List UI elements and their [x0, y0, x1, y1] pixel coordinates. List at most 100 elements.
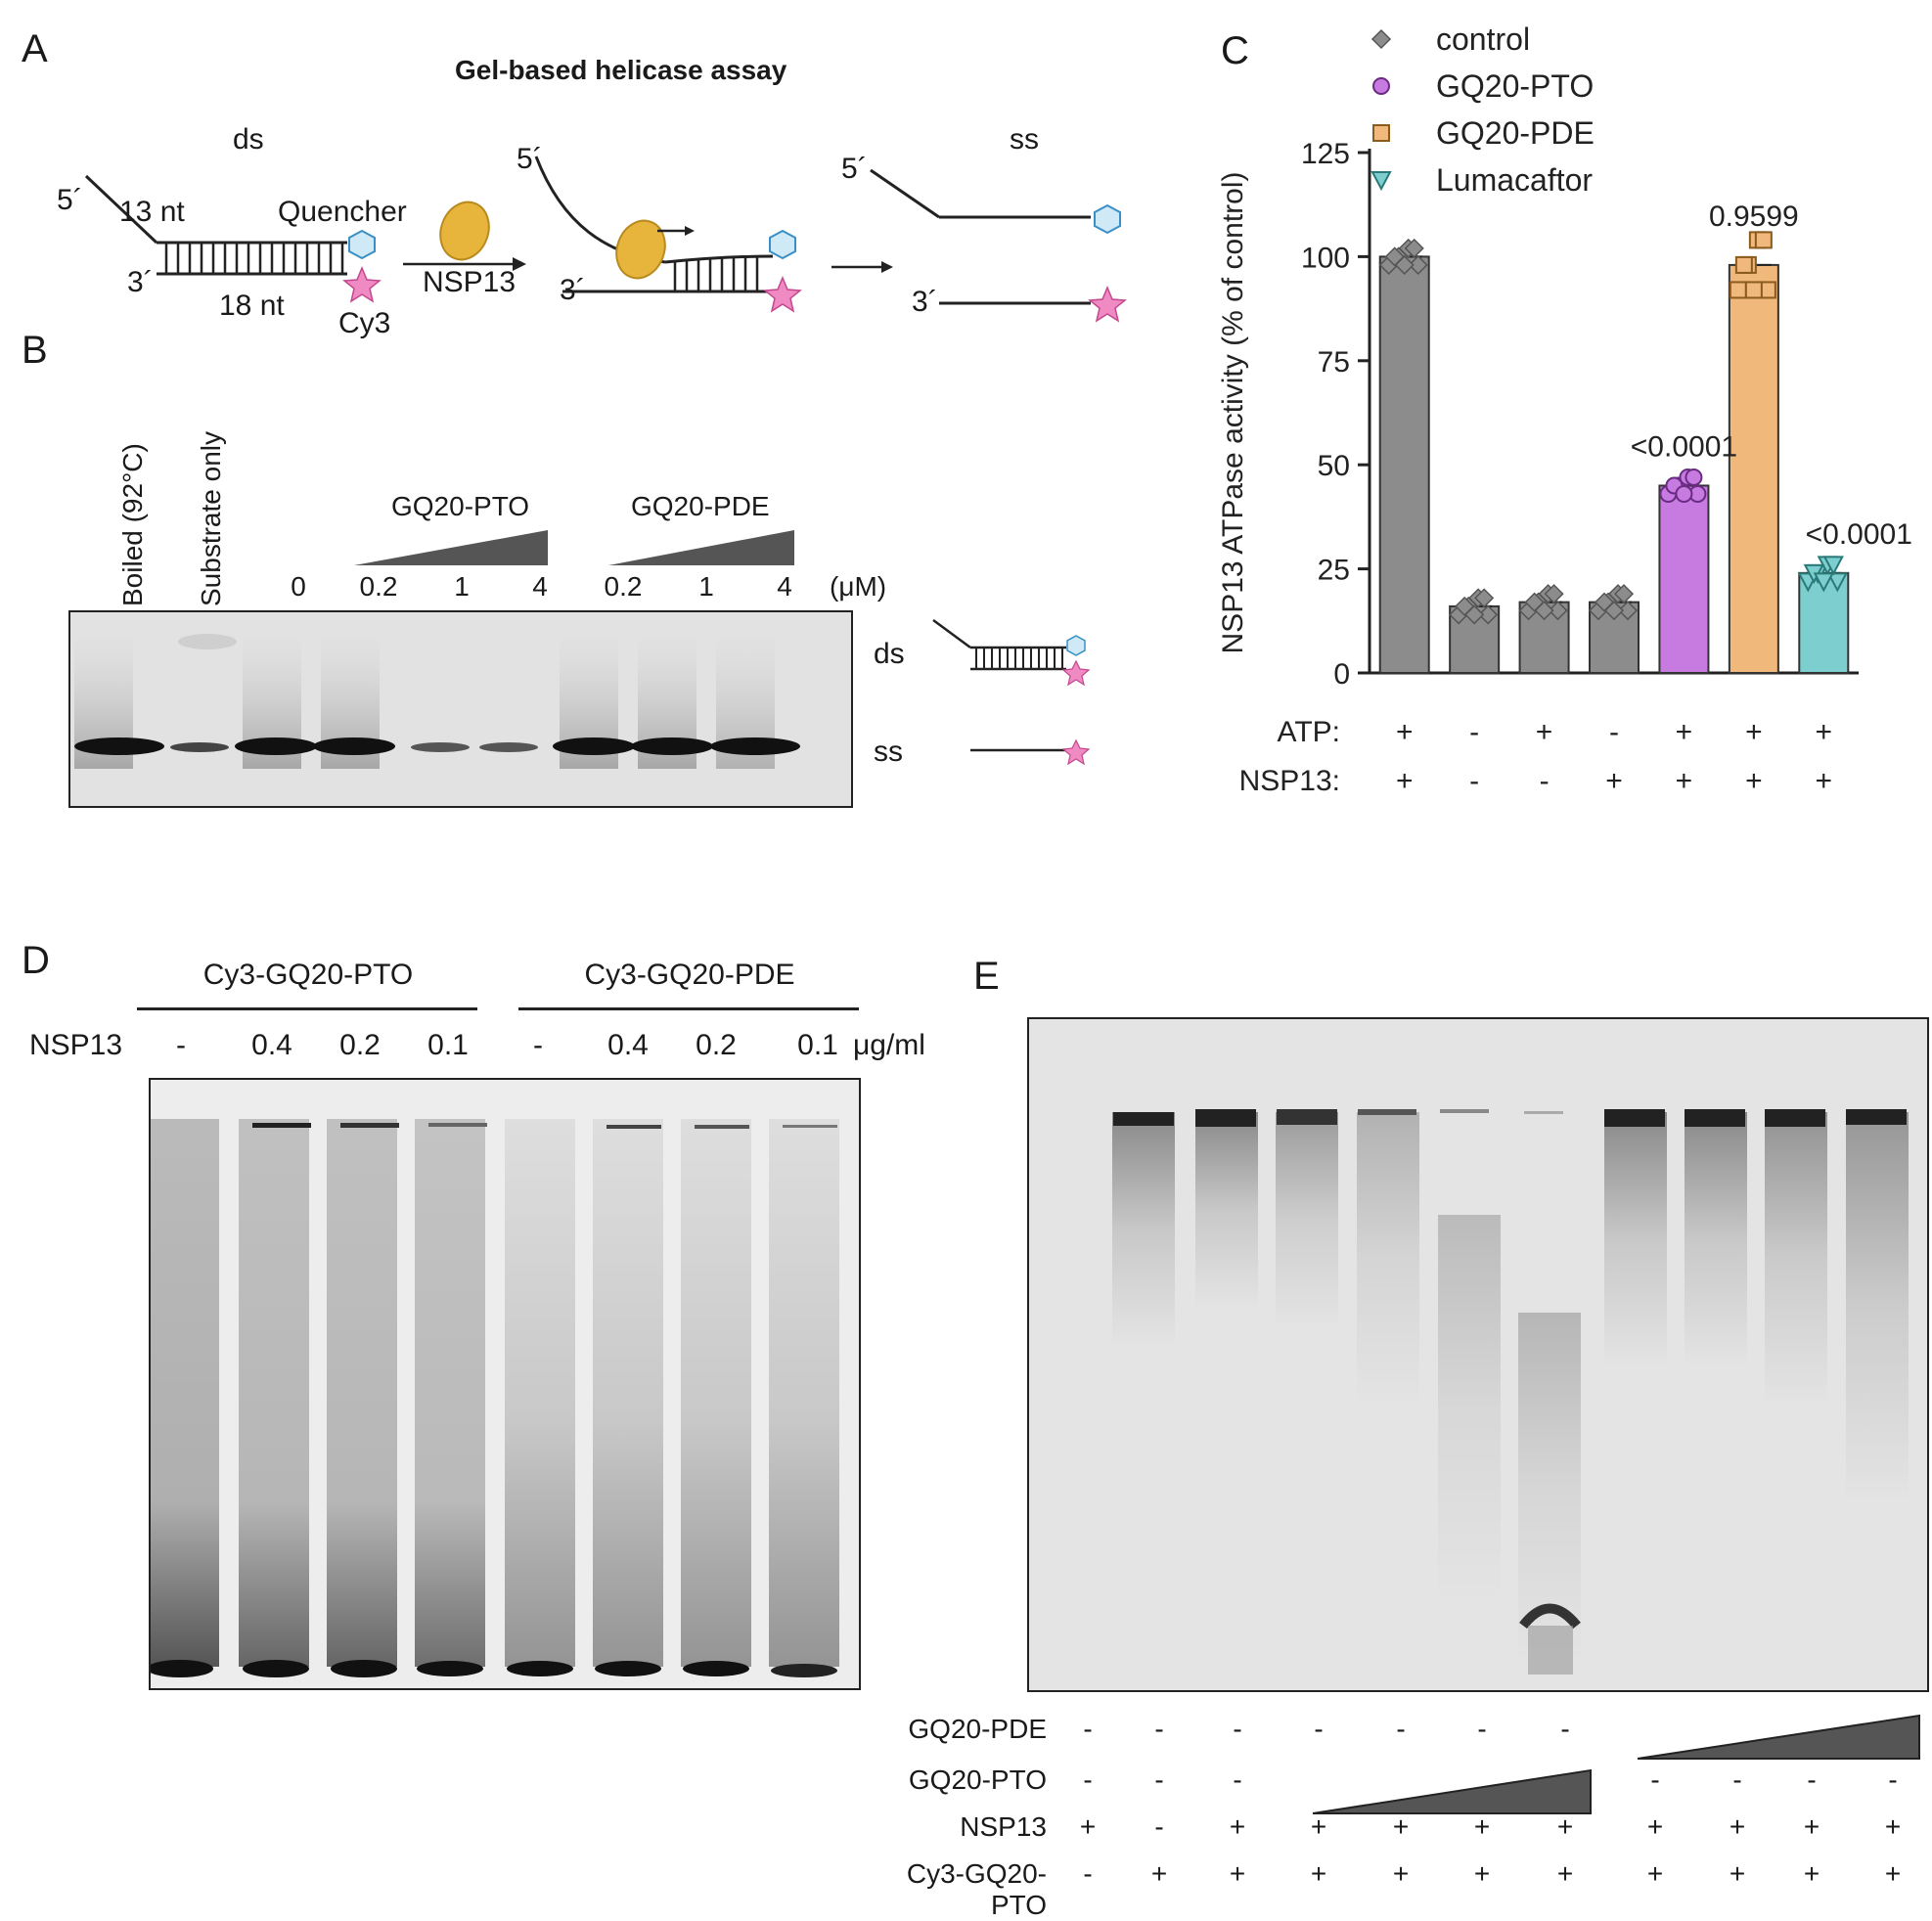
binding-gel-d-svg	[151, 1119, 839, 1677]
binding-gel-d	[149, 1078, 861, 1690]
e-cell-1-7: -	[1560, 1714, 1570, 1744]
e-cell-3-10: +	[1803, 1811, 1820, 1842]
quencher-label: Quencher	[278, 196, 407, 228]
e-cell-4-2: +	[1150, 1858, 1168, 1889]
conc-3: 4	[532, 571, 548, 602]
atp-7: +	[1816, 716, 1833, 748]
y-axis-label: NSP13 ATPase activity (% of control)	[1217, 172, 1249, 654]
group-underline-1	[137, 1007, 477, 1010]
atp-6: +	[1745, 716, 1763, 748]
e-cell-2-8: -	[1650, 1765, 1660, 1795]
atp-4: -	[1609, 716, 1619, 748]
e-row-label-2: GQ20-PTO	[908, 1765, 1047, 1795]
overhang-label: 13 nt	[119, 196, 185, 228]
point-3-7	[1534, 601, 1554, 621]
nsp13-6: +	[1745, 765, 1763, 797]
nsp13-5: +	[1676, 765, 1693, 797]
e-cell-4-11: +	[1884, 1858, 1902, 1889]
d-unit: μg/ml	[853, 1029, 925, 1061]
y-tick-label-2: 50	[1318, 450, 1350, 482]
panel-e-label: E	[973, 955, 1000, 998]
point-5-7	[1675, 484, 1693, 503]
atp-1: +	[1396, 716, 1414, 748]
e-cell-3-3: +	[1229, 1811, 1246, 1842]
d-lane-6: 0.4	[607, 1029, 649, 1061]
e-cell-3-9: +	[1729, 1811, 1746, 1842]
p-value-3: <0.0001	[1806, 518, 1912, 551]
y-tick-label-0: 0	[1333, 658, 1350, 691]
y-tick-label-3: 75	[1318, 346, 1350, 379]
conc-0: 0	[291, 571, 306, 602]
conc-4: 0.2	[604, 571, 643, 602]
panel-d-label: D	[22, 939, 50, 982]
e-cell-2-9: -	[1732, 1765, 1742, 1795]
e-cell-2-11: -	[1888, 1765, 1898, 1795]
group-cy3-gq20-pto: Cy3-GQ20-PTO	[202, 959, 414, 991]
e-cell-2-10: -	[1807, 1765, 1817, 1795]
p-value-2: 0.9599	[1709, 201, 1799, 233]
y-tick-label-5: 125	[1301, 138, 1350, 170]
e-cell-4-10: +	[1803, 1858, 1820, 1889]
concentration-wedges-svg	[354, 530, 794, 565]
d-lane-7: 0.2	[696, 1029, 737, 1061]
legend-label-4: Lumacaftor	[1436, 162, 1593, 198]
nsp13-row-label-d: NSP13	[29, 1029, 123, 1061]
e-cell-1-1: -	[1083, 1714, 1093, 1744]
e-cell-1-6: -	[1477, 1714, 1487, 1744]
point-4-4	[1617, 601, 1639, 621]
legend-label-1: control	[1436, 22, 1530, 57]
cy3-label: Cy3	[338, 307, 391, 339]
point-7-4	[1826, 572, 1848, 593]
nsp13-3: -	[1540, 765, 1550, 797]
point-6-5	[1734, 255, 1753, 274]
e-cell-3-7: +	[1556, 1811, 1574, 1842]
point-4-6	[1613, 584, 1635, 604]
e-cell-3-1: +	[1079, 1811, 1097, 1842]
e-cell-2-2: -	[1154, 1765, 1164, 1795]
point-2-7	[1464, 604, 1485, 625]
band-ds-label: ds	[874, 638, 905, 670]
d-lane-3: 0.2	[339, 1029, 381, 1061]
lane-header-substrate-only: Substrate only	[196, 431, 226, 606]
e-cell-1-4: -	[1314, 1714, 1324, 1744]
point-1-7	[1394, 254, 1415, 275]
p-value-1: <0.0001	[1631, 430, 1737, 463]
e-row-label-4: Cy3-GQ20-PTO	[906, 1858, 1047, 1920]
e-cell-3-11: +	[1884, 1811, 1902, 1842]
point-2-6	[1474, 588, 1495, 608]
five-prime-1: 5´	[57, 184, 83, 216]
e-cell-3-4: +	[1310, 1811, 1327, 1842]
legend-marker-2	[1372, 77, 1390, 95]
point-3-4	[1548, 601, 1568, 621]
panel-a-label: A	[22, 27, 48, 70]
nsp13-7: +	[1816, 765, 1833, 797]
y-tick-label-4: 100	[1301, 242, 1350, 274]
e-cell-2-1: -	[1083, 1765, 1093, 1795]
point-6-1	[1729, 281, 1747, 299]
three-prime-2: 3´	[560, 274, 586, 306]
d-lane-8: 0.1	[797, 1029, 838, 1061]
e-cell-1-3: -	[1233, 1714, 1242, 1744]
binding-gel-e-svg	[1112, 1109, 1909, 1675]
e-cell-3-2: -	[1154, 1811, 1164, 1842]
atp-2: -	[1469, 716, 1479, 748]
ss-label: ss	[1010, 123, 1039, 156]
group-cy3-gq20-pde: Cy3-GQ20-PDE	[584, 959, 795, 991]
legend-label-3: GQ20-PDE	[1436, 115, 1595, 151]
lane-header-boiled: Boiled (92°C)	[117, 443, 148, 606]
five-prime-2: 5´	[517, 143, 543, 175]
e-cell-4-7: +	[1556, 1858, 1574, 1889]
three-prime-3: 3´	[912, 286, 938, 318]
ds-label: ds	[233, 123, 264, 156]
binding-gel-e	[1027, 1017, 1929, 1692]
point-5-6	[1685, 468, 1703, 486]
bar-6	[1728, 263, 1779, 675]
point-1-6	[1404, 238, 1424, 258]
helicase-gel-svg	[74, 632, 800, 769]
e-cell-4-3: +	[1229, 1858, 1246, 1889]
point-7-7	[1813, 572, 1834, 593]
conc-2: 1	[454, 571, 470, 602]
conc-1: 0.2	[359, 571, 398, 602]
nsp13-enzyme-label: NSP13	[423, 266, 517, 298]
legend-marker-4	[1370, 171, 1392, 192]
